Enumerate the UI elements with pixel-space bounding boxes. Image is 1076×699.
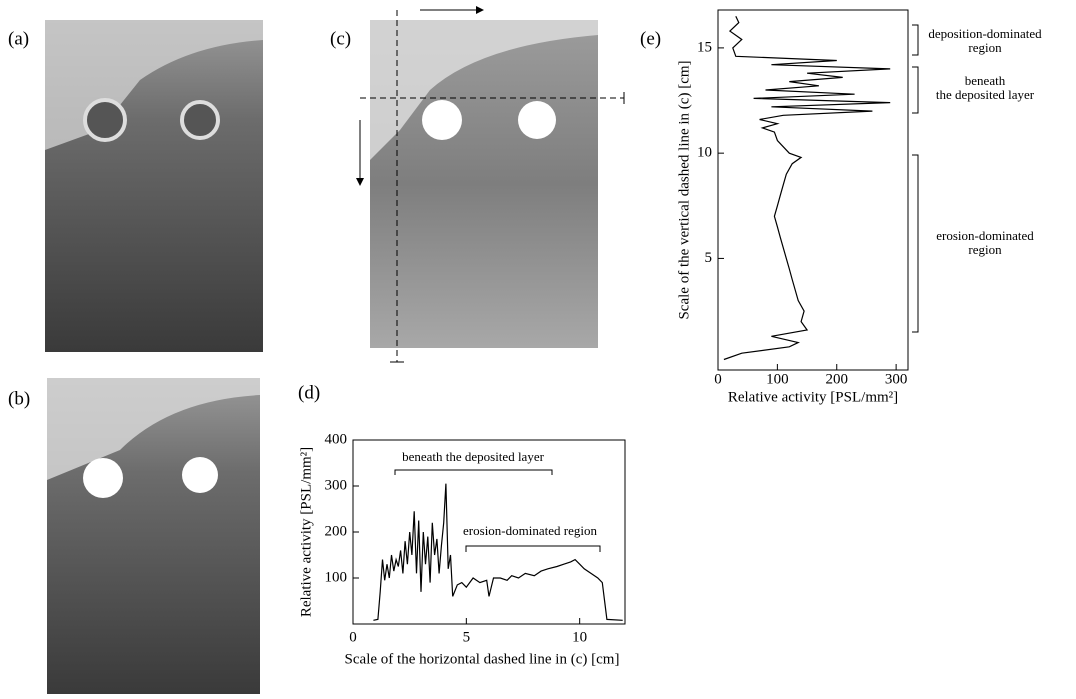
- y-tick-label: 10: [697, 145, 712, 161]
- annotation: erosion-dominated region: [463, 523, 597, 538]
- bracket: [394, 469, 553, 475]
- annotation: region: [968, 242, 1002, 257]
- x-tick-label: 0: [349, 629, 357, 645]
- panel-label: (d): [298, 382, 320, 403]
- plot-frame: [717, 9, 909, 371]
- annotation: beneath the deposited layer: [402, 449, 545, 464]
- x-tick-label: 5: [463, 629, 471, 645]
- panel-label: (c): [330, 28, 351, 49]
- panel-label: (e): [640, 28, 661, 49]
- x-tick-label: 0: [714, 371, 722, 387]
- y-axis-label: Scale of the vertical dashed line in (c)…: [676, 60, 692, 319]
- annotation: beneath: [965, 73, 1006, 88]
- photo-b: [47, 378, 260, 694]
- x-tick-label: 100: [766, 371, 789, 387]
- y-tick-label: 15: [697, 39, 712, 55]
- annotation: deposition-dominated: [928, 26, 1042, 41]
- y-tick-label: 100: [325, 569, 348, 585]
- data-line: [373, 483, 623, 621]
- photo-c: [356, 6, 625, 363]
- bracket: [465, 545, 601, 552]
- photo-a: [45, 20, 263, 352]
- y-axis-label: Relative activity [PSL/mm²]: [298, 447, 314, 617]
- x-tick-label: 10: [572, 629, 587, 645]
- data-line: [723, 16, 891, 361]
- annotation: erosion-dominated: [936, 228, 1034, 243]
- bracket: [912, 154, 919, 333]
- bracket: [912, 66, 919, 114]
- x-axis-label: Scale of the horizontal dashed line in (…: [345, 651, 620, 667]
- annotation: region: [968, 40, 1002, 55]
- x-tick-label: 200: [826, 371, 849, 387]
- y-tick-label: 5: [705, 250, 713, 266]
- panel-label: (a): [8, 28, 29, 49]
- x-axis-label: Relative activity [PSL/mm²]: [728, 389, 898, 405]
- bracket: [912, 24, 919, 56]
- y-tick-label: 300: [325, 477, 348, 493]
- y-tick-label: 200: [325, 523, 348, 539]
- y-tick-label: 400: [325, 431, 348, 447]
- x-tick-label: 300: [885, 371, 908, 387]
- annotation: the deposited layer: [936, 87, 1035, 102]
- panel-label: (b): [8, 388, 30, 409]
